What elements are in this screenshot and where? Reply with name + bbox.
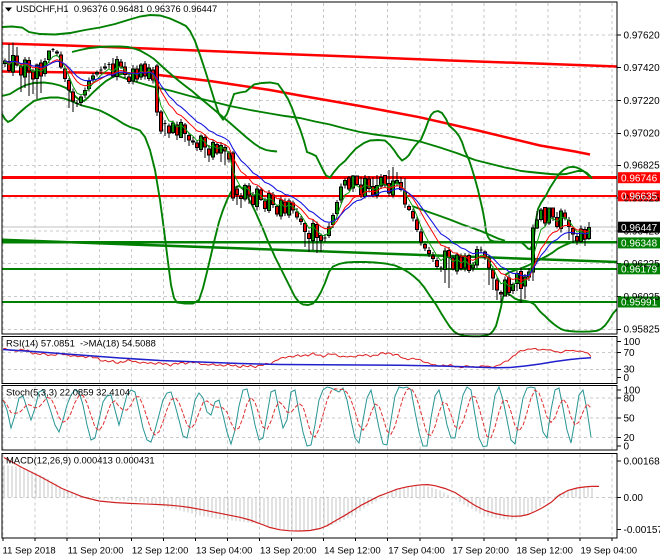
svg-text:0.96225: 0.96225 [624, 259, 660, 270]
svg-text:0.96825: 0.96825 [624, 161, 660, 172]
svg-text:19 Sep 04:00: 19 Sep 04:00 [581, 546, 638, 557]
svg-text:13 Sep 20:00: 13 Sep 20:00 [260, 546, 317, 557]
svg-text:-0.001578: -0.001578 [624, 525, 660, 536]
svg-text:USDCHF,H1 0.96376 0.96481 0.9: USDCHF,H1 0.96376 0.96481 0.96376 0.9644… [16, 3, 217, 14]
svg-text:0.96746: 0.96746 [621, 173, 658, 184]
svg-text:100: 100 [624, 385, 641, 396]
svg-text:0: 0 [624, 441, 630, 452]
svg-text:0.97220: 0.97220 [624, 96, 660, 107]
svg-text:80: 80 [624, 394, 636, 405]
svg-text:30: 30 [624, 365, 636, 376]
svg-text:11 Sep 20:00: 11 Sep 20:00 [68, 546, 124, 557]
svg-text:0.96348: 0.96348 [621, 239, 658, 250]
svg-text:0.96635: 0.96635 [621, 191, 658, 202]
svg-text:0.95991: 0.95991 [621, 298, 658, 309]
svg-text:13 Sep 04:00: 13 Sep 04:00 [196, 546, 253, 557]
svg-text:0.96447: 0.96447 [621, 223, 658, 234]
svg-text:0.97620: 0.97620 [624, 30, 660, 41]
svg-text:0: 0 [624, 373, 630, 384]
svg-text:17 Sep 20:00: 17 Sep 20:00 [452, 546, 509, 557]
svg-text:18 Sep 12:00: 18 Sep 12:00 [516, 546, 573, 557]
svg-text:100: 100 [624, 337, 641, 348]
svg-text:RSI(14) 57.0851 ->MA(18) 54.5: RSI(14) 57.0851 ->MA(18) 54.5088 [6, 338, 156, 349]
svg-text:20: 20 [624, 433, 636, 444]
svg-text:11 Sep 2018: 11 Sep 2018 [3, 546, 56, 557]
svg-text:0.96625: 0.96625 [624, 194, 660, 205]
svg-text:0.96179: 0.96179 [621, 264, 658, 275]
svg-text:0.00: 0.00 [624, 493, 644, 504]
svg-text:14 Sep 12:00: 14 Sep 12:00 [324, 546, 381, 557]
svg-text:Stoch(5,3,3) 22.0859 32.4104: Stoch(5,3,3) 22.0859 32.4104 [6, 387, 130, 398]
svg-text:12 Sep 12:00: 12 Sep 12:00 [132, 546, 189, 557]
svg-text:17 Sep 04:00: 17 Sep 04:00 [388, 546, 445, 557]
svg-text:0.96425: 0.96425 [624, 226, 660, 237]
svg-text:0.96025: 0.96025 [624, 292, 660, 303]
svg-text:0.95825: 0.95825 [624, 325, 660, 336]
svg-text:70: 70 [624, 348, 636, 359]
svg-text:0.97420: 0.97420 [624, 63, 660, 74]
svg-text:50: 50 [624, 413, 636, 424]
svg-text:0.97020: 0.97020 [624, 129, 660, 140]
svg-text:0.001684: 0.001684 [624, 456, 660, 467]
svg-text:MACD(12,26,9) 0.000413 0.00043: MACD(12,26,9) 0.000413 0.000431 [6, 455, 155, 466]
